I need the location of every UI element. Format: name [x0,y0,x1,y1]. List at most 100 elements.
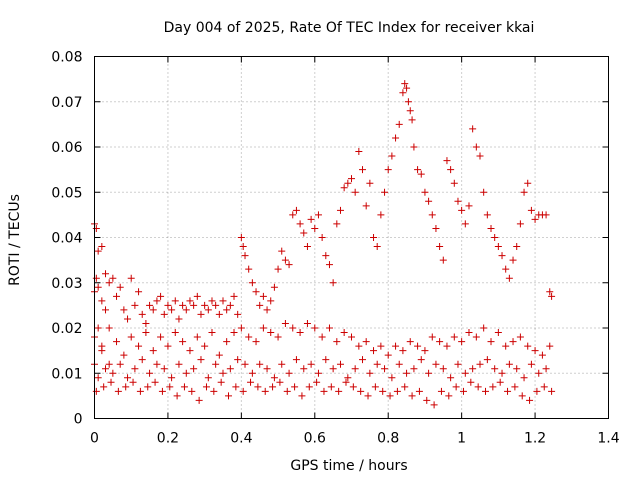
data-point [421,188,429,196]
data-point [355,148,363,156]
data-point [245,333,253,341]
data-point [513,243,521,251]
data-point [483,211,491,219]
data-point [248,279,256,287]
data-point [127,333,135,341]
data-point [285,261,293,269]
data-point [102,270,110,278]
data-point [311,224,319,232]
data-point [124,374,132,382]
data-point [230,292,238,300]
data-point [386,392,394,400]
data-point [318,234,326,241]
data-point [482,387,490,395]
data-point [476,360,484,368]
data-point [182,369,190,377]
data-point [366,369,374,377]
data-point [168,374,176,382]
data-point [432,224,440,232]
data-point [261,387,269,395]
data-point [465,329,473,337]
data-point [459,387,467,395]
data-point [237,234,245,241]
x-tick-label: 0 [90,431,99,447]
y-tick-label: 0.08 [51,50,82,66]
data-point [278,360,286,368]
data-point [135,342,143,350]
data-point [447,166,455,174]
data-point [136,387,144,395]
data-point [171,329,179,337]
data-point [256,360,264,368]
data-point [417,170,425,178]
data-point [190,365,198,373]
data-point [469,125,477,133]
data-point [436,338,444,346]
x-tick-label: 0.2 [157,431,179,447]
data-point [377,211,385,219]
data-point [234,310,242,318]
data-point [333,338,341,346]
x-axis-label: GPS time / hours [290,458,407,474]
data-point [513,365,521,373]
data-point [458,338,466,346]
data-point [395,120,403,128]
data-point [223,338,231,346]
data-point [296,329,304,337]
data-point [491,234,499,241]
data-point [325,324,333,332]
data-point [524,179,532,187]
data-point [432,360,440,368]
data-point [403,84,411,92]
data-point [520,188,528,196]
data-point [487,338,495,346]
data-point [355,342,363,350]
data-point [480,324,488,332]
data-point [502,342,510,350]
x-tick-label: 0.8 [377,431,399,447]
data-point [425,197,433,205]
data-point [417,356,425,364]
data-point [474,383,482,391]
data-point [109,369,117,377]
data-point [164,301,172,309]
data-point [476,152,484,160]
data-point [241,360,249,368]
data-point [256,301,264,309]
data-point [357,387,365,395]
x-tick-label: 1.2 [524,431,546,447]
data-point [223,306,231,314]
data-point [193,292,201,300]
data-point [454,360,462,368]
data-point [300,229,308,237]
data-point [281,256,289,264]
data-point [406,107,414,115]
data-point [311,324,319,332]
data-point [548,292,556,300]
data-point [531,347,539,355]
data-point [421,347,429,355]
data-point [548,387,556,395]
data-point [215,351,223,359]
data-point [335,387,343,395]
data-point [436,243,444,251]
data-point [415,387,423,395]
y-tick-label: 0 [74,412,83,428]
data-point [186,347,194,355]
data-point [408,116,416,124]
data-point [289,324,297,332]
chart-title: Day 004 of 2025, Rate Of TEC Index for r… [164,20,535,36]
data-point [509,256,517,264]
data-point [322,356,330,364]
data-point [307,360,315,368]
data-point [461,369,469,377]
data-point [443,157,451,165]
data-point [437,387,445,395]
data-point [219,297,227,305]
data-point [102,365,110,373]
data-point [212,360,220,368]
data-point [247,378,255,386]
data-point [526,396,534,404]
data-point [502,265,510,273]
